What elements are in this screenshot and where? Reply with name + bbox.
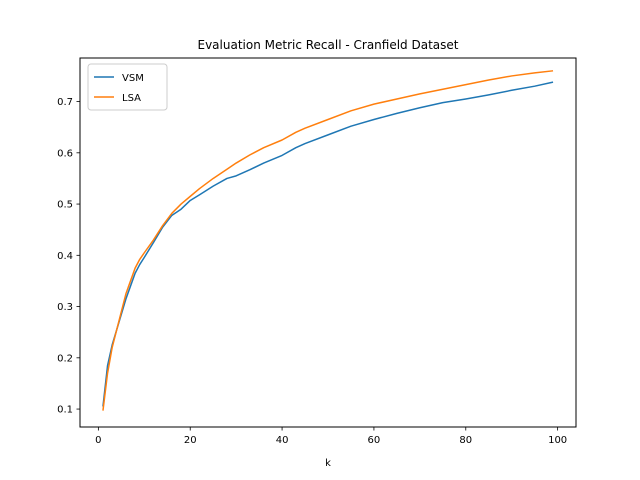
x-tick-label: 80 [459, 435, 472, 446]
series-line-vsm [102, 81, 554, 407]
chart-title: Evaluation Metric Recall - Cranfield Dat… [198, 38, 459, 52]
y-tick-label: 0.2 [57, 353, 73, 364]
x-tick-label: 40 [276, 435, 289, 446]
series-line-lsa [102, 70, 554, 411]
x-axis: 0 20 40 60 80 100 [95, 427, 567, 446]
x-tick-label: 100 [548, 435, 567, 446]
legend-label-vsm: VSM [122, 73, 144, 84]
x-tick-label: 60 [368, 435, 381, 446]
legend-label-lsa: LSA [122, 93, 141, 104]
y-tick-label: 0.5 [57, 200, 73, 211]
y-tick-label: 0.3 [57, 302, 73, 313]
x-tick-label: 0 [95, 435, 101, 446]
y-axis: 0.1 0.2 0.3 0.4 0.5 0.6 0.7 [57, 97, 80, 416]
legend-box [87, 63, 168, 111]
y-tick-label: 0.7 [57, 97, 73, 108]
y-tick-label: 0.4 [57, 251, 73, 262]
x-tick-label: 20 [184, 435, 197, 446]
plot-lines [102, 70, 554, 411]
y-tick-label: 0.6 [57, 148, 73, 159]
legend: VSM LSA [87, 63, 168, 111]
plot-frame [79, 57, 577, 428]
y-tick-label: 0.1 [57, 405, 73, 416]
x-axis-label: k [325, 458, 331, 469]
